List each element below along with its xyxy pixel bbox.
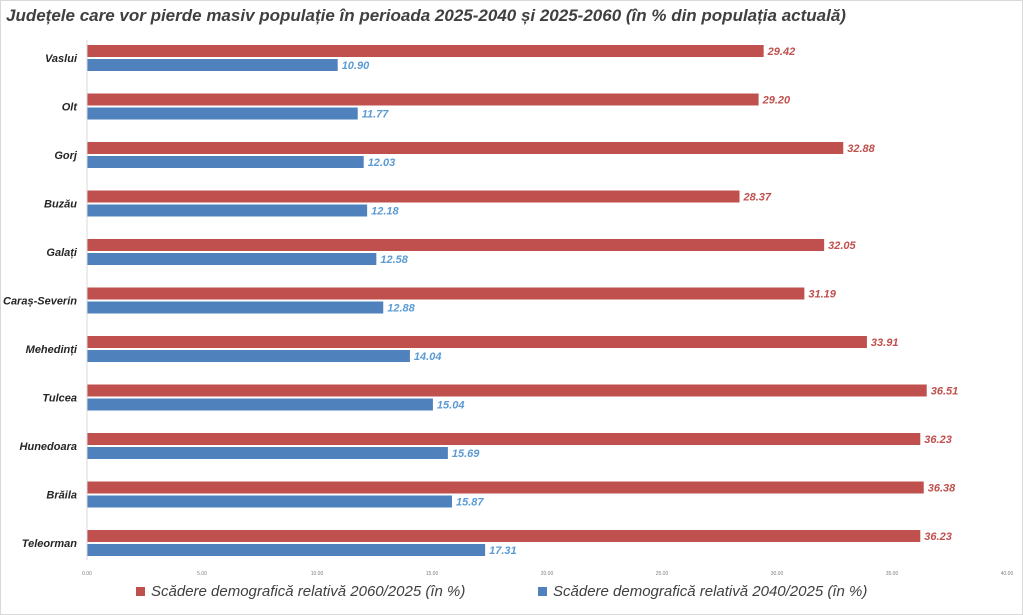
x-tick-label: 40.00 <box>1001 571 1014 577</box>
bars <box>87 45 927 556</box>
data-label-2060: 36.23 <box>924 531 952 543</box>
data-label-2040: 12.18 <box>371 206 399 218</box>
category-label: Vaslui <box>45 53 78 65</box>
category-label: Galați <box>46 247 78 259</box>
legend-item-2060: Scădere demografică relativă 2060/2025 (… <box>136 583 465 600</box>
data-label-2040: 11.77 <box>362 109 390 121</box>
data-label-2040: 17.31 <box>489 545 517 557</box>
data-label-2060: 28.37 <box>743 192 772 204</box>
chart-title: Județele care vor pierde masiv populație… <box>6 6 846 25</box>
legend: Scădere demografică relativă 2060/2025 (… <box>0 583 1023 605</box>
data-label-2060: 29.42 <box>767 46 796 58</box>
legend-label-2040: Scădere demografică relativă 2040/2025 (… <box>553 583 868 600</box>
category-label: Mehedinți <box>26 344 78 356</box>
category-label: Buzău <box>44 199 77 211</box>
category-label: Tulcea <box>42 393 77 405</box>
category-axis-labels: Vaslui Olt Gorj Buzău Galați Caraș-Severin Meh… <box>3 53 78 550</box>
data-labels: 29.42 10.90 29.20 11.77 32.88 12.03 28.37 12.18… <box>342 46 959 557</box>
bar-2040 <box>87 59 338 71</box>
category-label: Teleorman <box>22 538 78 550</box>
x-tick-label: 0.00 <box>82 571 92 577</box>
x-tick-label: 30.00 <box>771 571 784 577</box>
bar-2060 <box>87 190 740 203</box>
data-label-2040: 10.90 <box>342 60 370 72</box>
category-label: Brăila <box>46 490 77 502</box>
x-tick-label: 25.00 <box>656 571 669 577</box>
data-label-2040: 15.69 <box>452 448 480 460</box>
bar-2040 <box>87 253 377 265</box>
bar-2040 <box>87 204 368 217</box>
data-label-2060: 33.91 <box>871 337 899 349</box>
category-label: Olt <box>62 102 79 114</box>
x-tick-label: 10.00 <box>311 571 324 577</box>
bar-2040 <box>87 495 453 508</box>
bar-2040 <box>87 398 433 411</box>
bar-2040 <box>87 350 410 362</box>
x-tick-label: 35.00 <box>886 571 899 577</box>
data-label-2060: 31.19 <box>808 289 836 301</box>
bar-2040 <box>87 544 486 556</box>
category-label: Hunedoara <box>20 441 77 453</box>
x-tick-label: 20.00 <box>541 571 554 577</box>
bar-2060 <box>87 336 867 348</box>
data-label-2060: 36.23 <box>924 434 952 446</box>
data-label-2060: 32.05 <box>828 240 856 252</box>
x-tick-label: 15.00 <box>426 571 439 577</box>
legend-item-2040: Scădere demografică relativă 2040/2025 (… <box>538 583 867 600</box>
category-label: Caraș-Severin <box>3 296 77 308</box>
data-label-2040: 12.88 <box>387 303 415 315</box>
data-label-2040: 12.03 <box>368 157 396 169</box>
legend-swatch-2040 <box>538 587 547 596</box>
bar-2040 <box>87 301 384 314</box>
bar-2060 <box>87 239 825 251</box>
bar-2060 <box>87 384 927 397</box>
data-label-2040: 15.87 <box>456 497 484 509</box>
x-tick-label: 5.00 <box>197 571 207 577</box>
data-label-2060: 36.38 <box>928 483 956 495</box>
data-label-2040: 15.04 <box>437 400 465 412</box>
bar-2060 <box>87 481 924 494</box>
bar-2060 <box>87 142 844 154</box>
bar-2060 <box>87 93 759 106</box>
data-label-2060: 29.20 <box>762 95 791 107</box>
legend-label-2060: Scădere demografică relativă 2060/2025 (… <box>151 583 466 600</box>
data-label-2060: 32.88 <box>847 143 875 155</box>
bar-2040 <box>87 107 358 120</box>
bar-2060 <box>87 433 921 445</box>
data-label-2040: 14.04 <box>414 351 442 363</box>
bar-2060 <box>87 45 764 57</box>
legend-swatch-2060 <box>136 587 145 596</box>
data-label-2060: 36.51 <box>931 386 959 398</box>
bar-2060 <box>87 287 805 300</box>
x-axis-ticks: 0.00 5.00 10.00 15.00 20.00 25.00 30.00 35.00 40… <box>82 40 1013 577</box>
bar-2060 <box>87 530 921 542</box>
category-label: Gorj <box>54 150 78 162</box>
chart-plot-area: Vaslui Olt Gorj Buzău Galați Caraș-Severin Meh… <box>3 40 1013 577</box>
bar-2040 <box>87 447 448 459</box>
bar-2040 <box>87 156 364 168</box>
data-label-2040: 12.58 <box>380 254 408 266</box>
